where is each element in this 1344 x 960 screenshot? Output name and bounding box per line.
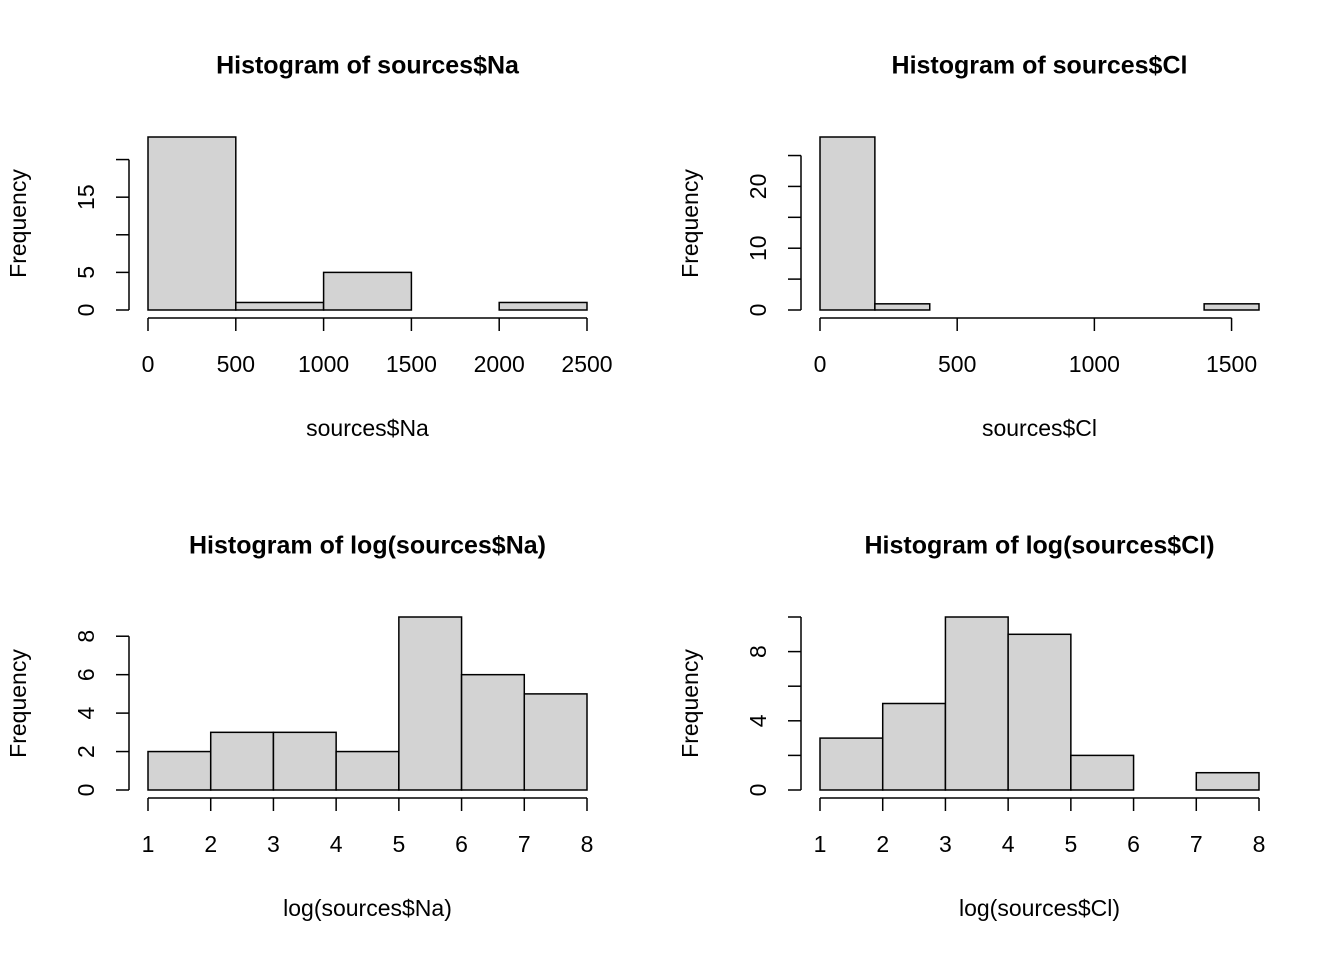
y-tick-label: 0 — [745, 304, 771, 317]
histogram-bar — [147, 750, 212, 791]
y-tick-label: 0 — [73, 784, 99, 797]
y-axis-label: Frequency — [677, 169, 703, 278]
x-tick-label: 5 — [392, 831, 405, 857]
x-tick-label: 1000 — [1069, 351, 1120, 377]
x-tick-label: 2000 — [474, 351, 525, 377]
y-tick-label: 15 — [73, 184, 99, 210]
histogram-bar — [460, 673, 526, 791]
x-tick-label: 7 — [1190, 831, 1203, 857]
x-tick-label: 6 — [455, 831, 468, 857]
x-tick-label: 500 — [938, 351, 976, 377]
histogram-bar — [881, 702, 947, 791]
histogram-bar — [272, 731, 337, 791]
x-tick-label: 2 — [204, 831, 217, 857]
x-tick-label: 5 — [1064, 831, 1077, 857]
chart-title: Histogram of log(sources$Na) — [189, 532, 546, 560]
histogram-bar — [1070, 754, 1135, 791]
x-tick-label: 8 — [1253, 831, 1266, 857]
histogram-bar — [944, 616, 1009, 791]
x-tick-label: 7 — [518, 831, 531, 857]
x-axis-label: sources$Cl — [982, 415, 1097, 441]
histogram-bar — [874, 303, 931, 311]
x-tick-label: 2 — [876, 831, 889, 857]
y-axis-label: Frequency — [5, 649, 31, 758]
x-tick-label: 0 — [142, 351, 155, 377]
y-tick-label: 6 — [73, 668, 99, 681]
x-tick-label: 4 — [1002, 831, 1015, 857]
y-tick-label: 4 — [73, 707, 99, 720]
y-tick-label: 20 — [745, 174, 771, 200]
x-tick-label: 1500 — [1206, 351, 1257, 377]
histogram-bar — [1007, 633, 1072, 791]
x-tick-label: 500 — [217, 351, 255, 377]
histogram-bar — [209, 731, 275, 791]
x-tick-label: 3 — [267, 831, 280, 857]
histogram-bar — [335, 750, 400, 791]
x-tick-label: 6 — [1127, 831, 1140, 857]
x-axis-label: log(sources$Na) — [283, 895, 452, 921]
histogram-bar — [819, 136, 876, 311]
x-tick-label: 1000 — [298, 351, 349, 377]
y-tick-label: 4 — [745, 714, 771, 727]
histogram-bar — [235, 301, 325, 311]
y-tick-label: 8 — [745, 645, 771, 658]
y-tick-label: 2 — [73, 745, 99, 758]
x-tick-label: 1500 — [386, 351, 437, 377]
histogram-bar — [1203, 303, 1260, 311]
x-axis-label: log(sources$Cl) — [959, 895, 1120, 921]
y-tick-label: 0 — [73, 304, 99, 317]
histogram-bar — [147, 136, 237, 311]
x-axis-label: sources$Na — [306, 415, 429, 441]
x-tick-label: 4 — [330, 831, 343, 857]
x-tick-label: 3 — [939, 831, 952, 857]
y-axis-label: Frequency — [677, 649, 703, 758]
histogram-bar — [398, 616, 463, 791]
y-tick-label: 0 — [745, 784, 771, 797]
x-tick-label: 0 — [814, 351, 827, 377]
x-tick-label: 1 — [814, 831, 827, 857]
y-tick-label: 10 — [745, 235, 771, 261]
x-tick-label: 8 — [581, 831, 594, 857]
y-tick-label: 5 — [73, 266, 99, 279]
histogram-bar — [523, 693, 588, 791]
histogram-bar — [322, 271, 413, 311]
chart-title: Histogram of sources$Na — [216, 52, 520, 80]
y-axis-label: Frequency — [5, 169, 31, 278]
y-tick-label: 8 — [73, 630, 99, 643]
histogram-bar — [819, 737, 884, 791]
histogram-bar — [1195, 771, 1260, 791]
chart-title: Histogram of log(sources$Cl) — [864, 532, 1214, 560]
x-tick-label: 1 — [142, 831, 155, 857]
histogram-bar — [498, 301, 588, 311]
x-tick-label: 2500 — [561, 351, 612, 377]
chart-title: Histogram of sources$Cl — [892, 52, 1188, 80]
